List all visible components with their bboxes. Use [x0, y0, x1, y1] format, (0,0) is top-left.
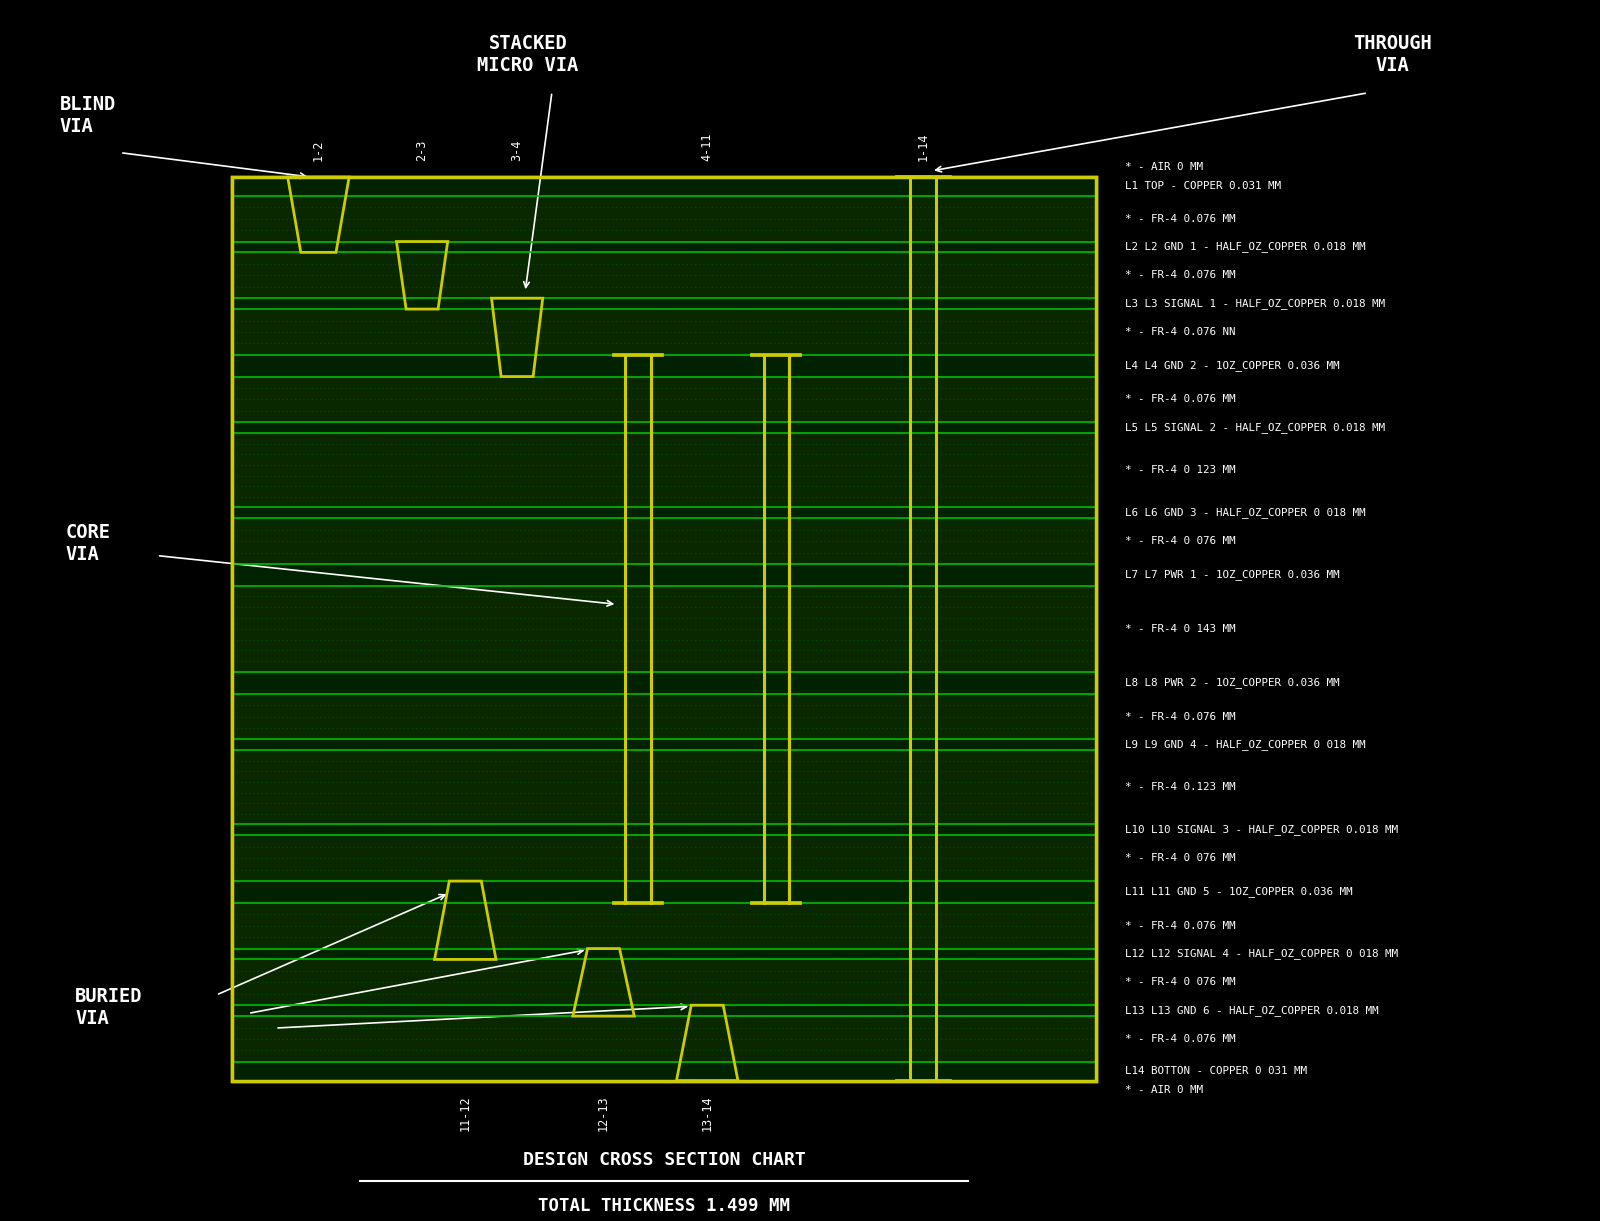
Bar: [232, 355, 1096, 376]
Text: L10 L10 SIGNAL 3 - HALF_OZ_COPPER 0.018 MM: L10 L10 SIGNAL 3 - HALF_OZ_COPPER 0.018 …: [1125, 824, 1398, 835]
Text: 1-2: 1-2: [312, 139, 325, 161]
Bar: [232, 694, 1096, 740]
Bar: [232, 1005, 1096, 1016]
Text: * - FR-4 0.123 MM: * - FR-4 0.123 MM: [1125, 783, 1235, 792]
Bar: [232, 902, 1096, 949]
Text: DESIGN CROSS SECTION CHART: DESIGN CROSS SECTION CHART: [523, 1151, 805, 1168]
Bar: [232, 750, 1096, 824]
Text: L3 L3 SIGNAL 1 - HALF_OZ_COPPER 0.018 MM: L3 L3 SIGNAL 1 - HALF_OZ_COPPER 0.018 MM: [1125, 298, 1386, 309]
Text: L5 L5 SIGNAL 2 - HALF_OZ_COPPER 0.018 MM: L5 L5 SIGNAL 2 - HALF_OZ_COPPER 0.018 MM: [1125, 422, 1386, 433]
Bar: [232, 1016, 1096, 1062]
Text: BURIED
VIA: BURIED VIA: [75, 987, 142, 1028]
Text: 3-4: 3-4: [510, 139, 523, 161]
Text: L9 L9 GND 4 - HALF_OZ_COPPER 0 018 MM: L9 L9 GND 4 - HALF_OZ_COPPER 0 018 MM: [1125, 740, 1365, 750]
Text: L4 L4 GND 2 - 1OZ_COPPER 0.036 MM: L4 L4 GND 2 - 1OZ_COPPER 0.036 MM: [1125, 360, 1339, 371]
Bar: [232, 564, 1096, 586]
Bar: [232, 1062, 1096, 1081]
Text: CORE
VIA: CORE VIA: [66, 523, 110, 564]
Text: L2 L2 GND 1 - HALF_OZ_COPPER 0.018 MM: L2 L2 GND 1 - HALF_OZ_COPPER 0.018 MM: [1125, 242, 1365, 253]
Text: L11 L11 GND 5 - 1OZ_COPPER 0.036 MM: L11 L11 GND 5 - 1OZ_COPPER 0.036 MM: [1125, 886, 1352, 897]
Text: L7 L7 PWR 1 - 1OZ_COPPER 0.036 MM: L7 L7 PWR 1 - 1OZ_COPPER 0.036 MM: [1125, 569, 1339, 580]
Text: L13 L13 GND 6 - HALF_OZ_COPPER 0.018 MM: L13 L13 GND 6 - HALF_OZ_COPPER 0.018 MM: [1125, 1005, 1378, 1016]
Bar: [232, 177, 1096, 195]
Text: * - FR-4 0 143 MM: * - FR-4 0 143 MM: [1125, 624, 1235, 634]
Text: * - AIR 0 MM: * - AIR 0 MM: [1125, 1085, 1203, 1095]
Bar: [232, 949, 1096, 960]
Text: * - FR-4 0 123 MM: * - FR-4 0 123 MM: [1125, 465, 1235, 475]
Text: L6 L6 GND 3 - HALF_OZ_COPPER 0 018 MM: L6 L6 GND 3 - HALF_OZ_COPPER 0 018 MM: [1125, 508, 1365, 518]
Text: L12 L12 SIGNAL 4 - HALF_OZ_COPPER 0 018 MM: L12 L12 SIGNAL 4 - HALF_OZ_COPPER 0 018 …: [1125, 949, 1398, 960]
Text: * - FR-4 0.076 MM: * - FR-4 0.076 MM: [1125, 1034, 1235, 1044]
Text: 4-11: 4-11: [701, 133, 714, 161]
Bar: [232, 508, 1096, 518]
Bar: [232, 298, 1096, 309]
Bar: [232, 835, 1096, 882]
Text: * - FR-4 0.076 NN: * - FR-4 0.076 NN: [1125, 327, 1235, 337]
Text: 11-12: 11-12: [459, 1095, 472, 1131]
Text: STACKED
MICRO VIA: STACKED MICRO VIA: [477, 34, 579, 76]
Text: * - FR-4 0 076 MM: * - FR-4 0 076 MM: [1125, 853, 1235, 863]
Text: 13-14: 13-14: [701, 1095, 714, 1131]
Text: TOTAL THICKNESS 1.499 MM: TOTAL THICKNESS 1.499 MM: [538, 1197, 790, 1215]
Bar: [232, 309, 1096, 355]
Bar: [232, 422, 1096, 433]
Bar: [232, 672, 1096, 694]
Bar: [232, 177, 1096, 1081]
Text: L14 BOTTON - COPPER 0 031 MM: L14 BOTTON - COPPER 0 031 MM: [1125, 1066, 1307, 1076]
Text: * - FR-4 0 076 MM: * - FR-4 0 076 MM: [1125, 536, 1235, 546]
Text: * - FR-4 0.076 MM: * - FR-4 0.076 MM: [1125, 712, 1235, 722]
Text: * - FR-4 0 076 MM: * - FR-4 0 076 MM: [1125, 977, 1235, 988]
Bar: [232, 586, 1096, 672]
Text: 1-14: 1-14: [917, 133, 930, 161]
Bar: [232, 882, 1096, 902]
Text: 12-13: 12-13: [597, 1095, 610, 1131]
Bar: [232, 824, 1096, 835]
Bar: [232, 195, 1096, 242]
Text: 2-3: 2-3: [416, 139, 429, 161]
Bar: [232, 242, 1096, 253]
Bar: [232, 518, 1096, 564]
Text: * - FR-4 0.076 MM: * - FR-4 0.076 MM: [1125, 270, 1235, 281]
Text: L1 TOP - COPPER 0.031 MM: L1 TOP - COPPER 0.031 MM: [1125, 182, 1282, 192]
Bar: [232, 253, 1096, 298]
Bar: [232, 376, 1096, 422]
Bar: [232, 960, 1096, 1005]
Text: BLIND
VIA: BLIND VIA: [59, 95, 117, 137]
Text: * - AIR 0 MM: * - AIR 0 MM: [1125, 162, 1203, 172]
Text: THROUGH
VIA: THROUGH VIA: [1352, 34, 1432, 76]
Bar: [232, 177, 1096, 1081]
Text: * - FR-4 0.076 MM: * - FR-4 0.076 MM: [1125, 214, 1235, 223]
Bar: [232, 740, 1096, 750]
Text: * - FR-4 0.076 MM: * - FR-4 0.076 MM: [1125, 921, 1235, 930]
Text: * - FR-4 0.076 MM: * - FR-4 0.076 MM: [1125, 394, 1235, 404]
Bar: [232, 433, 1096, 508]
Text: L8 L8 PWR 2 - 1OZ_COPPER 0.036 MM: L8 L8 PWR 2 - 1OZ_COPPER 0.036 MM: [1125, 678, 1339, 689]
